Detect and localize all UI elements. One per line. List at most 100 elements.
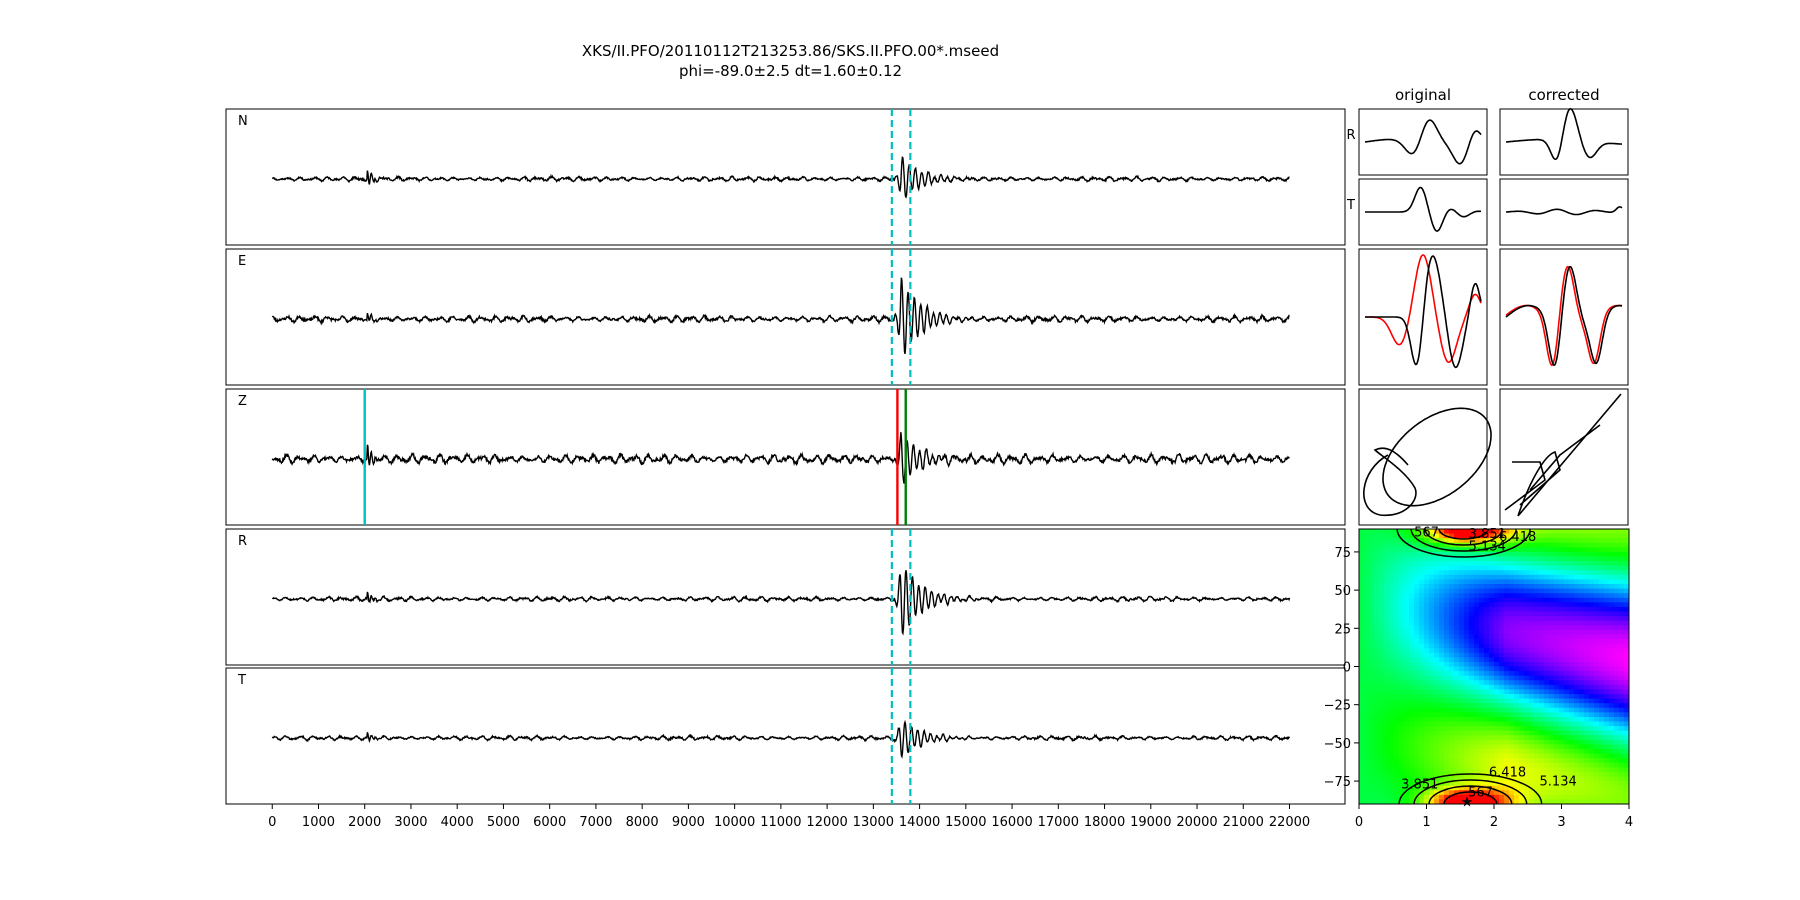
heat-cell <box>1494 533 1500 539</box>
heat-cell <box>1449 588 1455 594</box>
heat-cell <box>1499 698 1505 704</box>
heat-cell <box>1429 730 1435 736</box>
heat-cell <box>1359 625 1365 631</box>
heat-cell <box>1469 657 1475 663</box>
heat-cell <box>1599 661 1605 668</box>
heat-cell <box>1519 602 1525 608</box>
heat-cell <box>1479 689 1485 695</box>
heat-cell <box>1604 794 1610 801</box>
heat-cell <box>1474 643 1480 649</box>
heat-cell <box>1399 538 1405 544</box>
heat-cell <box>1584 565 1590 571</box>
heat-cell <box>1499 616 1505 622</box>
heat-cell <box>1424 684 1430 691</box>
heat-cell <box>1459 570 1465 576</box>
heat-cell <box>1579 726 1585 732</box>
heat-cell <box>1594 694 1600 700</box>
heat-cell <box>1374 597 1380 603</box>
heat-cell <box>1399 533 1405 539</box>
heat-cell <box>1424 671 1430 677</box>
heat-cell <box>1619 606 1625 613</box>
heat-cell <box>1524 707 1530 713</box>
heat-cell <box>1604 771 1610 778</box>
heat-cell <box>1489 799 1495 804</box>
heat-cell <box>1624 533 1629 539</box>
heat-cell <box>1489 529 1495 535</box>
heat-cell <box>1489 716 1495 723</box>
heat-cell <box>1469 730 1475 736</box>
heat-cell <box>1419 643 1425 649</box>
pm-cell-3 <box>1358 178 1488 246</box>
heat-cell <box>1544 730 1550 736</box>
heat-cell <box>1599 542 1605 548</box>
column-title: original <box>1395 86 1451 104</box>
heat-cell <box>1599 666 1605 672</box>
heat-cell <box>1414 707 1420 713</box>
heat-cell <box>1499 593 1505 599</box>
heat-cell <box>1459 529 1465 535</box>
heat-cell <box>1414 643 1420 649</box>
heat-cell <box>1469 762 1475 768</box>
heat-cell <box>1529 799 1535 804</box>
panel-label: N <box>238 114 248 129</box>
heat-cell <box>1599 735 1605 741</box>
heat-cell <box>1539 648 1545 654</box>
heat-cell <box>1569 758 1575 764</box>
heat-cell <box>1384 758 1390 764</box>
heat-cell <box>1524 556 1530 562</box>
heat-cell <box>1579 785 1585 791</box>
heat-cell <box>1514 657 1520 663</box>
heat-cell <box>1374 593 1380 599</box>
heat-cell <box>1519 671 1525 677</box>
heat-cell <box>1609 675 1615 681</box>
heat-cell <box>1464 712 1470 718</box>
heat-cell <box>1429 639 1435 645</box>
heat-cell <box>1454 707 1460 713</box>
heat-cell <box>1379 721 1385 727</box>
heat-cell <box>1539 593 1545 599</box>
heat-cell <box>1379 785 1385 791</box>
heat-cell <box>1479 538 1485 544</box>
heat-cell <box>1599 726 1605 732</box>
heat-cell <box>1594 597 1600 603</box>
heat-cell <box>1414 694 1420 700</box>
heat-cell <box>1439 556 1445 562</box>
heat-cell <box>1414 767 1420 773</box>
heat-cell <box>1539 758 1545 764</box>
heat-cell <box>1394 611 1400 617</box>
heat-cell <box>1529 579 1535 585</box>
heat-cell <box>1514 616 1520 622</box>
heat-cell <box>1384 620 1390 626</box>
heat-cell <box>1484 776 1490 782</box>
heat-cell <box>1519 529 1525 535</box>
heat-cell <box>1529 551 1535 558</box>
heat-cell <box>1509 680 1515 686</box>
heat-cell <box>1564 794 1570 801</box>
heat-cell <box>1579 776 1585 782</box>
heat-cell <box>1404 606 1410 613</box>
heat-cell <box>1474 684 1480 691</box>
heat-cell <box>1394 785 1400 791</box>
heat-cell <box>1584 551 1590 558</box>
heat-cell <box>1419 726 1425 732</box>
heat-cell <box>1579 716 1585 723</box>
heat-cell <box>1364 643 1370 649</box>
heat-cell <box>1614 790 1620 796</box>
heat-cell <box>1494 648 1500 654</box>
heat-cell <box>1514 574 1520 581</box>
heat-cell <box>1434 675 1440 681</box>
heat-cell <box>1369 565 1375 571</box>
heat-cell <box>1369 726 1375 732</box>
heat-cell <box>1384 643 1390 649</box>
heat-cell <box>1369 643 1375 649</box>
heat-cell <box>1519 721 1525 727</box>
heat-cell <box>1559 639 1565 645</box>
heat-cell <box>1414 657 1420 663</box>
heat-cell <box>1384 726 1390 732</box>
heat-cell <box>1449 556 1455 562</box>
heat-cell <box>1544 648 1550 654</box>
heat-cell <box>1409 574 1415 581</box>
heat-cell <box>1624 703 1629 709</box>
heat-cell <box>1549 675 1555 681</box>
heat-cell <box>1519 643 1525 649</box>
